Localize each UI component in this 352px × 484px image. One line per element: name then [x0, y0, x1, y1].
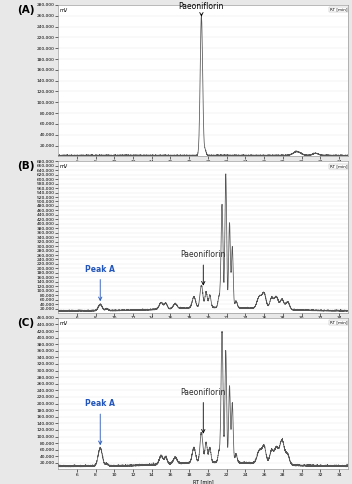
X-axis label: RT [min]: RT [min]	[193, 479, 214, 484]
Text: RT [min]: RT [min]	[329, 165, 347, 168]
Text: Paeoniflorin: Paeoniflorin	[181, 250, 226, 285]
Text: mV: mV	[59, 8, 68, 13]
Text: Peak A: Peak A	[85, 399, 115, 444]
Text: RT [min]: RT [min]	[329, 8, 347, 12]
Text: Paeoniflorin: Paeoniflorin	[181, 388, 226, 433]
Text: mV: mV	[59, 165, 68, 169]
Text: Paeoniflorin: Paeoniflorin	[179, 2, 224, 16]
Text: (A): (A)	[18, 5, 35, 15]
Text: Peak A: Peak A	[85, 265, 115, 301]
Text: (C): (C)	[18, 318, 34, 328]
Text: (B): (B)	[18, 161, 35, 171]
Text: mV: mV	[59, 321, 68, 326]
Text: RT [min]: RT [min]	[329, 321, 347, 325]
